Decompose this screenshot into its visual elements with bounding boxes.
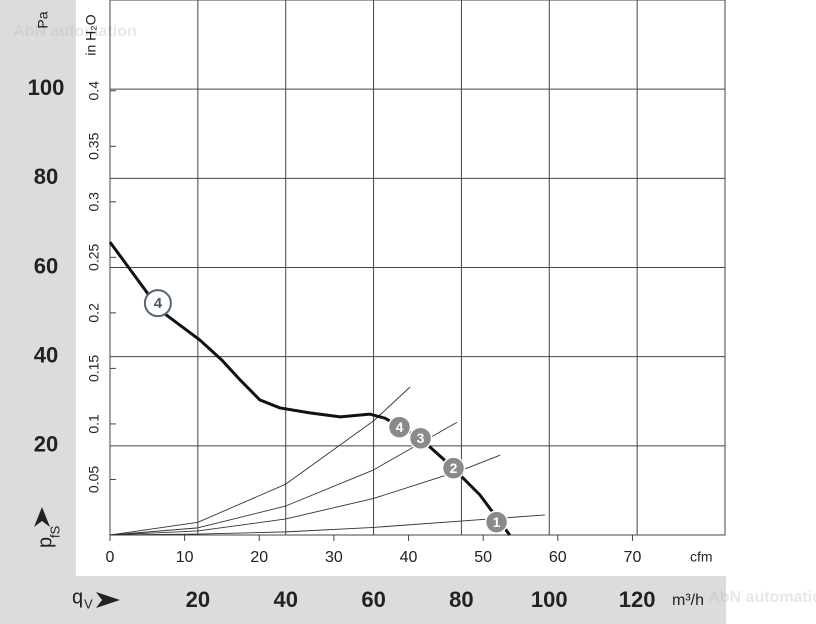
x2-tick-label: 40	[400, 549, 418, 566]
x2-tick-label: 0	[106, 549, 115, 566]
y2-tick-label: 0.35	[86, 132, 102, 159]
curve-marker-label: 3	[417, 430, 425, 446]
x2-unit: cfm	[690, 549, 713, 565]
curve-marker	[387, 415, 412, 439]
y2-label: in H₂O	[83, 14, 99, 55]
y-tick-label: 100	[28, 75, 65, 100]
x2-tick-label: 60	[549, 549, 567, 566]
curve-marker	[143, 289, 172, 318]
system-curve	[109, 386, 411, 536]
curve-marker	[408, 426, 433, 451]
y-arrow	[34, 507, 50, 527]
curve-marker	[484, 510, 509, 534]
y2-tick-label: 0.15	[86, 355, 102, 382]
curve-marker	[441, 456, 466, 480]
y2-tick-label: 0.25	[86, 244, 102, 271]
y-tick-label: 80	[34, 164, 58, 189]
x2-tick-label: 30	[325, 549, 343, 566]
x2-tick-label: 10	[176, 549, 194, 566]
x2-tick-label: 50	[474, 549, 492, 566]
x-symbol: q	[72, 586, 83, 608]
watermark: AbN automation	[13, 23, 137, 40]
x-tick-label: 120	[619, 587, 656, 612]
x-symbol-sub: V	[84, 596, 93, 611]
y-tick-label: 60	[34, 253, 58, 278]
x-tick-label: 100	[531, 587, 568, 612]
x-tick-label: 80	[449, 587, 473, 612]
curve-marker-label: 4	[154, 295, 163, 312]
fan-curve	[108, 241, 511, 536]
x-unit: m³/h	[672, 592, 704, 609]
y-label: Pa	[35, 11, 51, 28]
curve-marker-label: 4	[396, 419, 404, 435]
x-tick-label: 20	[186, 587, 210, 612]
y2-tick-label: 0.4	[86, 81, 102, 101]
y-symbol-sub: fS	[47, 525, 62, 538]
x-tick-label: 60	[361, 587, 385, 612]
y-symbol: p	[34, 537, 56, 548]
curve-marker-label: 2	[450, 460, 458, 476]
y-tick-label: 20	[34, 432, 58, 457]
watermark: AbN automation	[708, 589, 816, 606]
system-curve	[109, 514, 545, 536]
y2-tick-label: 0.3	[86, 192, 102, 212]
x-arrow	[96, 592, 120, 608]
y2-tick-label: 0.1	[86, 414, 102, 434]
x2-tick-label: 70	[624, 549, 642, 566]
y2-tick-label: 0.2	[86, 303, 102, 323]
x2-tick-label: 20	[250, 549, 268, 566]
x-tick-label: 40	[273, 587, 297, 612]
bottom-band	[0, 576, 726, 624]
system-curve	[109, 454, 501, 536]
y-tick-label: 40	[34, 342, 58, 367]
y2-tick-label: 0.05	[86, 466, 102, 493]
curve-marker-label: 1	[493, 514, 501, 530]
system-curve	[109, 421, 458, 536]
